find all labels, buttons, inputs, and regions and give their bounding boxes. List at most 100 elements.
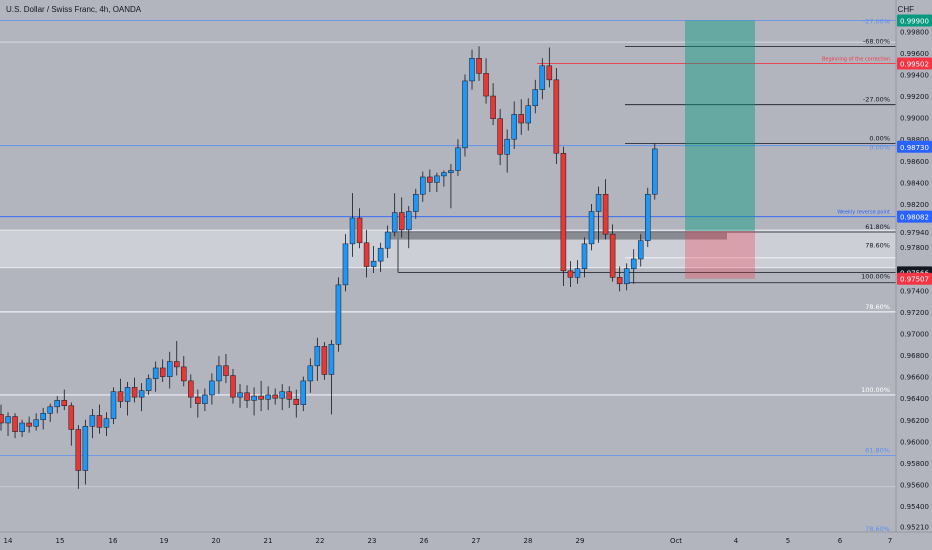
price-badge-4 [897,226,932,239]
candle-body-73 [511,114,517,140]
candle-body-93 [652,148,658,195]
fibonacci-lines [390,46,896,284]
x-tick-16: 7 [888,537,892,545]
y-tick-9: 0.97800 [900,244,929,252]
y-tick-8: 0.98200 [900,201,929,209]
candle-body-55 [384,231,391,249]
candle-body-35 [244,392,250,401]
price-axis[interactable]: 0.99800 0.99600 0.99400 0.99200 0.99000 0.988… [900,28,929,531]
candle-body-12 [82,425,89,471]
candle-body-11 [75,429,82,471]
candle-body-54 [377,247,384,262]
candle-body-30 [209,380,215,396]
x-tick-5: 21 [264,537,273,545]
candle-body-10 [68,405,75,430]
annotation-8: 78.60% [865,241,890,249]
x-tick-2: 16 [109,537,118,545]
y-tick-7: 0.98400 [900,179,929,187]
y-tick-1: 0.99600 [900,50,929,58]
chart-title: U.S. Dollar / Swiss Franc, 4h, OANDA [6,5,142,14]
candle-body-8 [54,400,60,408]
candle-body-0 [0,414,4,424]
candle-body-50 [349,217,356,245]
candle-body-76 [532,89,539,107]
candle-body-60 [420,176,426,195]
candle-body-32 [223,365,229,376]
annotation-4: 0.00% [869,135,890,143]
target-zone[interactable] [685,20,755,231]
candle-body-44 [307,365,314,382]
candle-body-45 [314,346,321,367]
candle-body-64 [448,170,454,173]
price-badges: 0.99900 0.99502 0.98730 0.98082 0.97940 0.975… [897,14,932,285]
candle-body-52 [363,242,370,267]
price-badge-6 [897,272,932,285]
x-tick-1: 15 [56,537,65,545]
stop-zone[interactable] [685,230,755,279]
y-tick-4: 0.99000 [900,115,929,123]
candle-body-6 [40,413,46,421]
candle-body-92 [645,193,651,241]
candle-body-17 [117,391,124,402]
candle-body-62 [434,175,440,183]
candle-body-57 [398,212,405,231]
candle-body-3 [19,422,25,432]
candle-body-14 [96,415,103,428]
candle-body-2 [12,416,18,432]
y-tick-15: 0.96600 [900,374,929,382]
candle-body-18 [124,387,131,402]
y-tick-18: 0.96000 [900,438,929,446]
y-tick-19: 0.95800 [900,460,929,468]
candle-body-26 [181,366,187,382]
candle-body-75 [525,105,531,124]
candle-body-48 [335,284,342,345]
price-badge-label-1: 0.99502 [900,60,929,68]
candle-body-83 [581,243,588,269]
candle-body-25 [174,361,180,368]
annotation-1: -68.00% [863,37,890,45]
candle-body-49 [342,243,349,286]
candle-body-24 [166,361,173,377]
long-position-tool[interactable] [685,20,755,279]
candle-body-20 [138,390,145,398]
candle-body-61 [427,176,433,183]
x-tick-12: Oct [670,537,682,545]
candle-body-85 [595,193,602,212]
x-tick-11: 29 [576,537,585,545]
y-tick-21: 0.95400 [900,503,929,511]
annotation-5: 0.00% [869,144,890,152]
candle-body-81 [567,270,574,278]
candle-body-37 [258,395,264,400]
candle-body-82 [574,268,581,278]
price-badge-1 [897,57,932,70]
candle-body-90 [630,258,637,269]
price-badge-label-2: 0.98730 [900,144,929,152]
x-tick-15: 6 [838,537,843,545]
candle-body-88 [616,277,623,285]
annotation-12: 61.80% [865,446,890,454]
y-tick-2: 0.99400 [900,71,929,79]
candle-body-69 [483,73,489,97]
time-axis[interactable]: 14 15 16 19 20 21 22 23 26 27 28 29 Oct 4 5 6 7 [4,537,893,545]
y-tick-12: 0.97200 [900,309,929,317]
y-tick-5: 0.98800 [900,136,929,144]
candle-body-78 [546,65,553,81]
x-tick-3: 19 [160,537,169,545]
candle-body-66 [462,80,468,149]
candle-body-36 [251,395,257,401]
annotation-10: 78.60% [865,303,890,311]
candle-body-13 [89,415,96,427]
x-tick-6: 22 [316,537,325,545]
annotation-2: Beginning of the correction [822,56,890,62]
candle-body-87 [609,233,616,278]
candle-body-70 [490,95,496,119]
x-tick-8: 26 [420,537,429,545]
annotation-7: 61.80% [865,223,890,231]
price-badge-label-3: 0.98082 [900,214,929,222]
candle-body-68 [476,58,482,74]
y-tick-22: 0.95210 [900,524,929,532]
candle-body-56 [391,212,398,233]
candle-body-51 [356,217,363,244]
price-badge-label-0: 0.99900 [900,18,929,26]
